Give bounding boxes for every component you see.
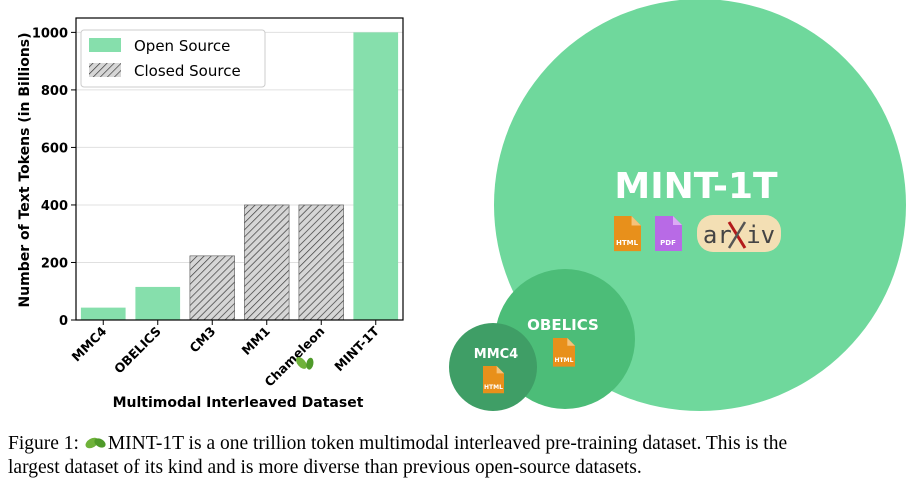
legend-box	[80, 29, 266, 88]
y-axis-ticks: 0 200 400 600 800 1000	[32, 26, 76, 329]
legend: Open Source Closed Source	[80, 29, 266, 88]
obelics-bubble-label: OBELICS	[527, 316, 599, 334]
y-tick-label: 600	[41, 141, 68, 156]
x-tick-label: OBELICS	[111, 324, 164, 377]
y-tick-label: 200	[41, 256, 68, 271]
legend-label-open: Open Source	[134, 37, 230, 55]
plot-frame	[75, 17, 404, 321]
svg-text:ar iv: ar iv	[703, 221, 775, 249]
bar-cm3	[189, 255, 235, 321]
html-icon: HTML	[614, 216, 641, 252]
y-tick-label: 0	[59, 314, 68, 329]
bars	[80, 32, 399, 321]
bar-mmc4	[80, 307, 126, 320]
y-axis-label: Number of Text Tokens (in Billions)	[17, 32, 33, 307]
caption-line-1-text: MINT-1T is a one trillion token multimod…	[107, 433, 788, 454]
legend-swatch-closed	[89, 63, 121, 77]
svg-text:PDF: PDF	[660, 239, 676, 247]
caption-line-2: largest dataset of its kind and is more …	[8, 457, 642, 478]
svg-text:HTML: HTML	[555, 357, 574, 364]
y-tick-label: 400	[41, 199, 68, 214]
x-tick-label: MM1	[239, 324, 273, 358]
x-tick-label: MINT-1T	[331, 323, 382, 374]
caption-leaf-icon	[85, 437, 106, 449]
x-axis-label: Multimodal Interleaved Dataset	[113, 395, 364, 411]
figure-caption: Figure 1: MINT-1T is a one trillion toke…	[8, 432, 903, 480]
x-tick-label: CM3	[186, 324, 218, 356]
legend-swatch-open	[89, 38, 121, 52]
mint-leaf-icon	[295, 356, 314, 370]
legend-label-closed: Closed Source	[134, 62, 241, 80]
arxiv-logo-icon: ar iv	[697, 215, 781, 252]
mmc4-html-icon: HTML	[483, 366, 504, 394]
bar-mm1	[244, 204, 290, 321]
svg-text:HTML: HTML	[616, 239, 639, 247]
svg-text:HTML: HTML	[484, 384, 503, 391]
obelics-html-icon: HTML	[553, 338, 575, 367]
y-tick-label: 1000	[32, 26, 68, 41]
bar-mint-1t	[353, 32, 399, 320]
dataset-bubbles: MINT-1T HTML PDF ar iv OBELICS HTML MMC4…	[449, 0, 906, 411]
mint-bubble-label: MINT-1T	[614, 166, 778, 207]
caption-line-1: Figure 1: MINT-1T is a one trillion toke…	[8, 432, 903, 456]
bar-chameleon	[298, 204, 344, 321]
y-tick-label: 800	[41, 84, 68, 99]
pdf-icon: PDF	[655, 216, 682, 251]
bar-obelics	[135, 286, 181, 320]
x-tick-label: MMC4	[69, 323, 110, 364]
mmc4-bubble-label: MMC4	[474, 347, 518, 362]
caption-figure-label: Figure 1:	[8, 433, 79, 454]
